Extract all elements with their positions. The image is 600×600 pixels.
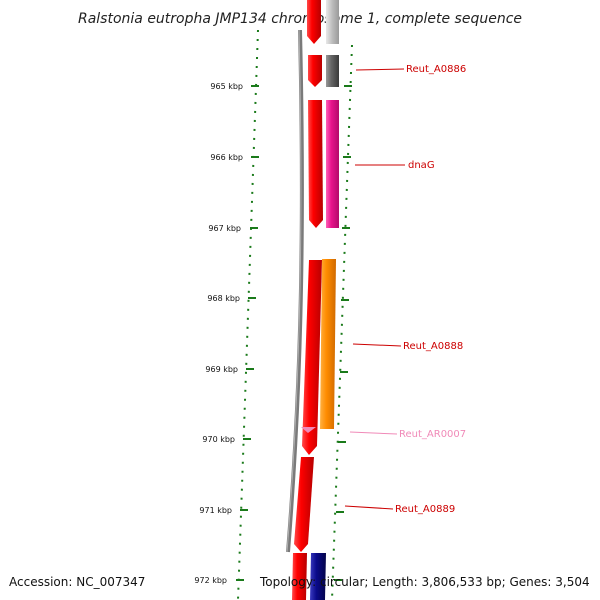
gene-arrow-dnag[interactable] xyxy=(308,100,323,228)
leader-line-reut-ar0007 xyxy=(349,431,398,435)
gene-labels: Reut_A0886 dnaG Reut_A0888 Reut_AR0007 R… xyxy=(344,64,466,515)
gene-arrow-reut-a0888[interactable] xyxy=(302,260,322,455)
dotted-track-outer xyxy=(237,29,259,600)
topology-text: Topology: circular; Length: 3,806,533 bp… xyxy=(260,575,590,589)
cds-dnag[interactable] xyxy=(326,100,339,228)
backbone-arc-highlight xyxy=(286,29,302,553)
gene-label-reut-a0886[interactable]: Reut_A0886 xyxy=(406,64,466,75)
cds-blocks xyxy=(310,0,339,600)
cds-reut-a0886[interactable] xyxy=(326,55,339,87)
gene-label-reut-ar0007[interactable]: Reut_AR0007 xyxy=(399,429,466,440)
leader-line-reut-a0889 xyxy=(344,505,394,510)
scale-axis: 965 kbp 966 kbp 967 kbp 968 kbp 969 kbp … xyxy=(194,82,259,585)
gene-label-dnag[interactable]: dnaG xyxy=(408,160,435,171)
scale-tick-label: 972 kbp xyxy=(194,576,227,585)
scale-tick-label: 968 kbp xyxy=(207,294,240,303)
cds-top-partial[interactable] xyxy=(326,0,339,44)
gene-arrow-bottom-partial[interactable] xyxy=(292,553,307,600)
scale-tick-label: 965 kbp xyxy=(210,82,243,91)
gene-arrows xyxy=(292,0,323,600)
map-title: Ralstonia eutropha JMP134 chromosome 1, … xyxy=(78,11,522,27)
gene-label-reut-a0888[interactable]: Reut_A0888 xyxy=(403,341,463,352)
gene-label-reut-a0889[interactable]: Reut_A0889 xyxy=(395,504,455,515)
scale-tick-label: 971 kbp xyxy=(199,506,232,515)
leader-line-reut-a0888 xyxy=(352,343,402,347)
gene-arrow-reut-a0889[interactable] xyxy=(294,457,314,552)
scale-tick-label: 966 kbp xyxy=(210,153,243,162)
cds-reut-a0888[interactable] xyxy=(320,259,336,429)
accession-text: Accession: NC_007347 xyxy=(9,575,146,589)
scale-tick-label: 969 kbp xyxy=(205,365,238,374)
leader-line-reut-a0886 xyxy=(355,68,405,71)
gene-arrow-reut-a0886[interactable] xyxy=(308,55,322,87)
inner-track-ticks xyxy=(334,85,352,581)
scale-tick-label: 967 kbp xyxy=(208,224,241,233)
backbone-arc xyxy=(286,29,304,553)
gene-arrow-top-partial[interactable] xyxy=(307,0,321,44)
scale-tick-label: 970 kbp xyxy=(202,435,235,444)
cds-bottom-partial[interactable] xyxy=(310,553,326,600)
gene-arrow-reut-ar0007[interactable] xyxy=(301,427,316,433)
